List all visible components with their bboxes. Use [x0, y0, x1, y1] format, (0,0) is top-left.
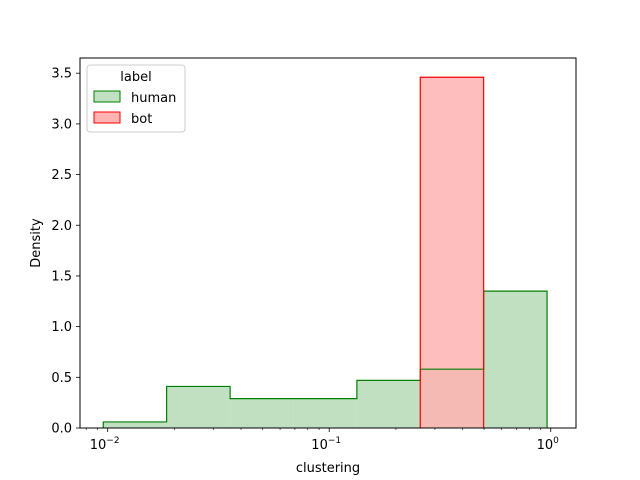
legend-label-human: human [131, 91, 176, 106]
bar-human-0 [103, 421, 167, 428]
legend-swatch-human [93, 90, 121, 103]
y-tick-label: 0.5 [51, 371, 72, 386]
y-tick-label: 2.5 [51, 168, 72, 183]
bar-human-1 [166, 386, 231, 428]
bar-human-3 [293, 398, 357, 428]
y-tick-label: 0.0 [51, 422, 72, 437]
legend-title: label [120, 70, 151, 85]
plot-area-frame [79, 57, 577, 429]
y-axis-ticks: 0.0 0.5 1.0 1.5 2.0 2.5 3.0 3.5 [51, 67, 80, 437]
bar-bot-0 [420, 77, 484, 428]
legend-swatch-bot [93, 111, 121, 124]
y-tick-label: 3.5 [51, 67, 72, 82]
bar-human-2 [230, 398, 294, 428]
bar-human-6 [483, 291, 548, 428]
legend-label-bot: bot [131, 112, 152, 127]
y-tick-label: 1.5 [51, 269, 72, 284]
outline-bot [419, 76, 485, 428]
y-axis-title: Density [29, 218, 44, 268]
bar-human-4 [356, 380, 421, 428]
y-tick-label: 3.0 [51, 117, 72, 132]
legend: label human bot [86, 64, 186, 133]
y-tick-label: 2.0 [51, 219, 72, 234]
histogram-bars [102, 76, 548, 428]
y-tick-label: 1.0 [51, 320, 72, 335]
x-axis-title: clustering [296, 461, 360, 476]
